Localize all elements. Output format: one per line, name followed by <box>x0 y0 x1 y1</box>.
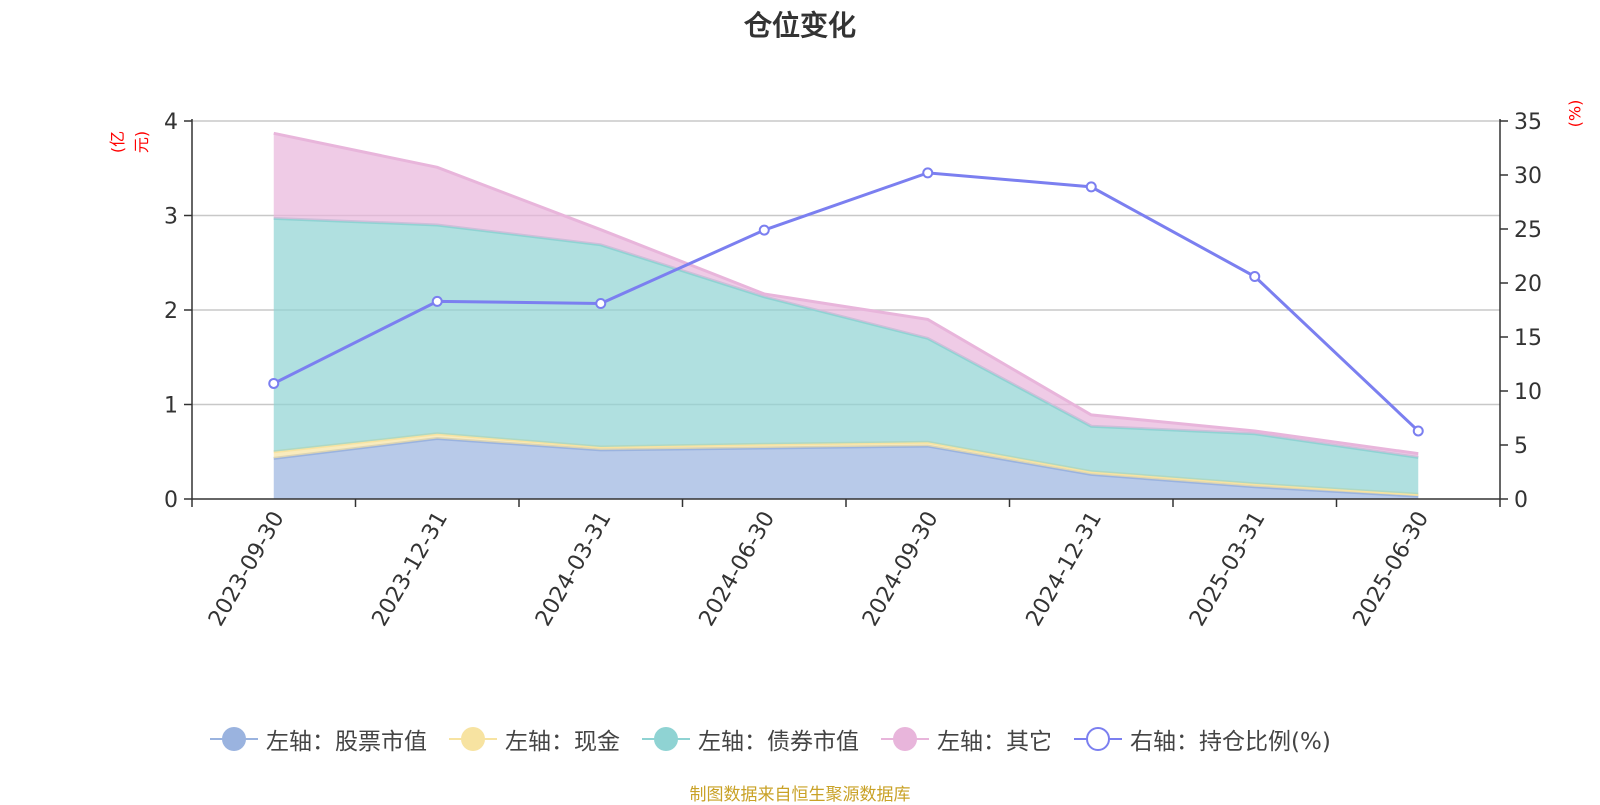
area-series-1 <box>273 438 1419 499</box>
x-axis-tick-label: 2025-06-30 <box>1349 507 1435 630</box>
right-axis-tick-label: 10 <box>1514 380 1542 405</box>
holding-ratio-point <box>431 295 443 307</box>
right-axis-tick-label: 0 <box>1514 488 1528 513</box>
legend-dot-marker-icon <box>210 726 258 752</box>
right-axis-tick-label: 20 <box>1514 272 1542 297</box>
x-axis-tick-label: 2024-03-31 <box>531 507 617 630</box>
left-axis-tick-label: 3 <box>164 205 178 230</box>
x-axis-tick-label: 2023-12-31 <box>368 507 454 630</box>
legend-item[interactable]: 右轴：持仓比例(%) <box>1074 722 1331 756</box>
holding-ratio-line <box>273 171 1420 433</box>
right-axis-tick-label: 25 <box>1514 218 1542 243</box>
legend-line-marker-icon <box>1074 726 1122 752</box>
left-axis-tick-label: 1 <box>164 394 178 419</box>
area-series-3 <box>273 218 1419 495</box>
legend-label: 左轴：股票市值 <box>266 729 427 755</box>
holding-ratio-point <box>758 224 770 236</box>
holding-ratio-point <box>1412 425 1424 437</box>
x-axis-tick-label: 2025-03-31 <box>1185 507 1271 630</box>
legend-label: 左轴：现金 <box>505 729 620 755</box>
left-axis-tick-label: 4 <box>164 110 178 135</box>
data-source-note: 制图数据来自恒生聚源数据库 <box>689 785 911 805</box>
x-axis-tick-label: 2024-06-30 <box>695 507 781 630</box>
legend-label: 左轴：其它 <box>937 729 1052 755</box>
legend-label: 左轴：债券市值 <box>698 729 859 755</box>
holding-ratio-point <box>1249 271 1261 283</box>
legend-dot-marker-icon <box>449 726 497 752</box>
area-series-4-edge <box>273 131 1419 456</box>
chart-legend: 左轴：股票市值 左轴：现金 左轴：债券市值 左轴：其它 右轴：持仓比例(%) <box>210 722 1353 756</box>
x-axis-tick-label: 2023-09-30 <box>204 507 290 630</box>
legend-item[interactable]: 左轴：债券市值 <box>642 722 859 756</box>
right-axis-tick-label: 15 <box>1514 326 1542 351</box>
legend-item[interactable]: 左轴：股票市值 <box>210 722 427 756</box>
holding-ratio-point <box>268 377 280 389</box>
right-axis-tick-label: 30 <box>1514 164 1542 189</box>
legend-item[interactable]: 左轴：其它 <box>881 722 1052 756</box>
right-axis-tick-label: 35 <box>1514 110 1542 135</box>
holding-ratio-point <box>1085 181 1097 193</box>
right-axis-tick-label: 5 <box>1514 434 1528 459</box>
legend-dot-marker-icon <box>881 726 929 752</box>
holding-ratio-point <box>922 167 934 179</box>
left-axis-tick-label: 0 <box>164 488 178 513</box>
legend-label: 右轴：持仓比例(%) <box>1130 729 1331 755</box>
x-axis-tick-label: 2024-09-30 <box>858 507 944 630</box>
x-axis-tick-label: 2024-12-31 <box>1022 507 1108 630</box>
chart-title: 仓位变化 <box>743 9 856 42</box>
holding-ratio-point <box>595 298 607 310</box>
left-axis-tick-label: 2 <box>164 299 178 324</box>
legend-dot-marker-icon <box>642 726 690 752</box>
legend-item[interactable]: 左轴：现金 <box>449 722 620 756</box>
